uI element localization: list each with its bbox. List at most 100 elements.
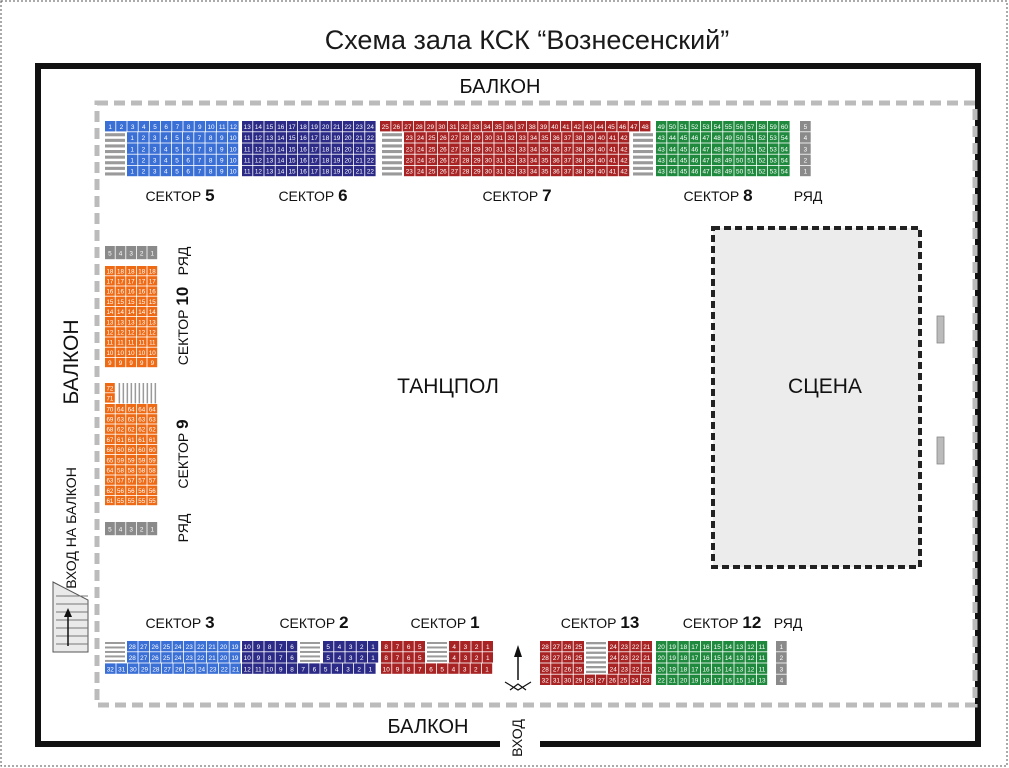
seat[interactable]: [414, 663, 425, 674]
seat[interactable]: [656, 674, 667, 685]
seat[interactable]: [723, 652, 734, 663]
seat[interactable]: [116, 663, 127, 674]
seat[interactable]: [115, 347, 126, 357]
seat[interactable]: [264, 663, 275, 674]
seat[interactable]: [641, 641, 652, 652]
seat[interactable]: [242, 143, 253, 154]
seat[interactable]: [572, 121, 583, 132]
seat[interactable]: [745, 663, 756, 674]
seat[interactable]: [184, 641, 195, 652]
seat[interactable]: [354, 165, 365, 177]
seat[interactable]: [138, 652, 149, 663]
seat[interactable]: [320, 165, 331, 177]
seat[interactable]: [264, 641, 275, 652]
seat[interactable]: [227, 143, 239, 154]
seat[interactable]: [756, 165, 768, 177]
seat[interactable]: [147, 357, 158, 368]
seat[interactable]: [286, 154, 298, 165]
seat[interactable]: [253, 641, 264, 652]
seat[interactable]: [550, 143, 562, 154]
seat[interactable]: [779, 143, 790, 154]
seat[interactable]: [562, 663, 573, 674]
seat[interactable]: [136, 357, 147, 368]
seat[interactable]: [596, 165, 607, 177]
seat[interactable]: [483, 165, 494, 177]
seat[interactable]: [745, 641, 756, 652]
seat[interactable]: [275, 121, 286, 132]
seat[interactable]: [309, 154, 320, 165]
seat[interactable]: [173, 663, 184, 674]
seat[interactable]: [136, 434, 147, 444]
seat[interactable]: [219, 663, 230, 674]
seat[interactable]: [147, 485, 158, 495]
seat[interactable]: [573, 154, 585, 165]
seat[interactable]: [471, 652, 482, 663]
seat[interactable]: [136, 495, 147, 506]
seat[interactable]: [776, 652, 787, 663]
seat[interactable]: [689, 641, 700, 652]
seat[interactable]: [562, 165, 573, 177]
seat[interactable]: [608, 641, 619, 652]
seat[interactable]: [573, 652, 584, 663]
seat[interactable]: [126, 404, 136, 414]
seat[interactable]: [584, 132, 596, 143]
seat[interactable]: [734, 154, 745, 165]
seat[interactable]: [437, 143, 449, 154]
seat[interactable]: [689, 154, 700, 165]
seat[interactable]: [206, 641, 218, 652]
seat[interactable]: [723, 132, 734, 143]
seat[interactable]: [583, 121, 594, 132]
seat[interactable]: [436, 121, 448, 132]
seat[interactable]: [115, 337, 126, 347]
seat[interactable]: [194, 121, 205, 132]
seat[interactable]: [482, 641, 493, 652]
seat[interactable]: [147, 465, 158, 475]
seat[interactable]: [115, 475, 126, 485]
seat[interactable]: [689, 165, 700, 177]
seat[interactable]: [105, 404, 115, 414]
seat[interactable]: [356, 641, 367, 652]
seat[interactable]: [229, 652, 241, 663]
seat[interactable]: [700, 165, 712, 177]
seat[interactable]: [147, 317, 158, 327]
seat[interactable]: [460, 154, 472, 165]
seat[interactable]: [618, 165, 630, 177]
seat[interactable]: [470, 663, 481, 674]
seat[interactable]: [426, 165, 438, 177]
seat[interactable]: [286, 165, 298, 177]
seat[interactable]: [756, 143, 768, 154]
seat[interactable]: [449, 143, 460, 154]
seat[interactable]: [482, 652, 493, 663]
seat[interactable]: [127, 165, 138, 177]
seat[interactable]: [562, 132, 573, 143]
seat[interactable]: [630, 641, 641, 652]
seat[interactable]: [700, 663, 712, 674]
seat[interactable]: [768, 143, 779, 154]
seat[interactable]: [573, 165, 585, 177]
seat[interactable]: [517, 165, 528, 177]
seat[interactable]: [136, 296, 147, 306]
seat[interactable]: [342, 121, 354, 132]
seat[interactable]: [127, 143, 138, 154]
seat[interactable]: [136, 455, 147, 465]
seat[interactable]: [147, 246, 158, 260]
seat[interactable]: [367, 641, 379, 652]
seat[interactable]: [437, 154, 449, 165]
seat[interactable]: [147, 266, 158, 276]
seat[interactable]: [483, 132, 494, 143]
seat[interactable]: [126, 296, 136, 306]
seat[interactable]: [392, 663, 403, 674]
seat[interactable]: [126, 444, 136, 455]
seat[interactable]: [105, 266, 115, 276]
seat[interactable]: [195, 641, 206, 652]
seat[interactable]: [172, 641, 184, 652]
seat[interactable]: [779, 154, 790, 165]
seat[interactable]: [712, 143, 723, 154]
seat[interactable]: [127, 663, 139, 674]
seat[interactable]: [184, 652, 195, 663]
seat[interactable]: [242, 154, 253, 165]
seat[interactable]: [425, 663, 437, 674]
seat[interactable]: [298, 143, 309, 154]
seat[interactable]: [342, 165, 354, 177]
seat[interactable]: [596, 143, 607, 154]
